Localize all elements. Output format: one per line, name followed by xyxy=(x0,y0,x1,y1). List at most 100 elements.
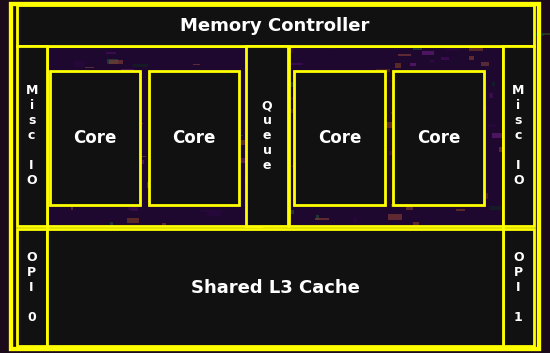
Bar xyxy=(504,22,515,23)
Bar xyxy=(57,261,69,262)
Bar xyxy=(170,26,178,29)
Bar xyxy=(46,161,49,165)
Bar xyxy=(452,173,453,179)
Bar xyxy=(492,132,503,138)
Bar xyxy=(69,338,88,341)
Bar xyxy=(180,261,201,265)
Bar xyxy=(311,277,327,281)
Bar xyxy=(329,263,344,264)
Bar xyxy=(503,46,534,226)
Bar xyxy=(226,176,234,177)
Bar xyxy=(63,175,75,180)
Bar xyxy=(85,66,94,68)
Bar xyxy=(486,270,505,272)
Bar xyxy=(466,292,470,297)
Bar xyxy=(128,262,144,265)
Bar xyxy=(365,151,377,157)
Bar xyxy=(151,304,162,306)
Bar xyxy=(37,132,40,134)
Bar xyxy=(20,89,23,93)
Text: O
P
I
 
1: O P I 1 xyxy=(513,251,524,324)
Bar xyxy=(133,64,148,67)
Bar xyxy=(376,92,387,96)
Bar xyxy=(76,288,80,289)
Bar xyxy=(183,276,201,280)
Bar xyxy=(503,46,534,226)
Bar xyxy=(161,132,166,138)
Bar xyxy=(488,124,496,127)
Bar xyxy=(86,187,88,189)
Bar xyxy=(336,300,350,303)
Bar xyxy=(186,335,197,336)
Bar xyxy=(218,281,230,282)
Bar xyxy=(503,229,534,346)
Bar xyxy=(97,150,100,155)
Bar xyxy=(90,270,103,273)
Bar xyxy=(370,139,373,140)
Bar xyxy=(292,165,305,167)
Bar xyxy=(266,292,290,295)
Bar xyxy=(444,46,460,51)
Bar xyxy=(272,24,284,25)
Bar xyxy=(430,85,435,87)
Bar xyxy=(96,327,111,329)
Bar xyxy=(287,329,290,333)
Bar xyxy=(488,93,493,98)
Bar xyxy=(75,7,97,8)
Bar xyxy=(93,287,101,289)
Bar xyxy=(313,148,321,154)
Bar xyxy=(65,97,79,99)
Bar xyxy=(347,306,366,310)
Bar xyxy=(153,116,167,121)
Bar xyxy=(195,300,206,303)
Bar xyxy=(119,43,140,46)
Bar xyxy=(80,324,95,326)
Bar xyxy=(412,322,419,323)
Bar xyxy=(50,338,58,339)
Bar xyxy=(271,174,279,179)
Bar xyxy=(284,82,293,87)
Bar xyxy=(168,339,172,343)
Bar xyxy=(63,17,74,21)
Bar xyxy=(193,64,200,65)
Bar xyxy=(263,165,266,169)
Bar xyxy=(59,117,74,120)
Bar xyxy=(476,311,488,316)
Bar xyxy=(324,253,345,257)
Bar xyxy=(389,80,403,82)
Bar xyxy=(101,200,112,205)
Bar xyxy=(82,225,97,226)
Bar xyxy=(394,272,400,273)
Bar xyxy=(220,7,236,10)
Bar xyxy=(199,31,205,34)
Bar xyxy=(16,46,47,226)
Bar xyxy=(421,107,426,109)
Bar xyxy=(370,26,376,28)
Bar xyxy=(106,172,107,175)
Bar xyxy=(283,335,294,336)
Bar xyxy=(393,71,484,205)
Bar xyxy=(244,313,260,317)
Bar xyxy=(163,311,168,316)
Bar xyxy=(402,120,409,125)
Bar xyxy=(320,298,328,300)
Bar xyxy=(289,210,294,214)
Bar xyxy=(348,277,364,282)
Bar xyxy=(503,229,534,346)
Bar xyxy=(443,120,448,125)
Bar xyxy=(351,248,371,252)
Bar xyxy=(526,33,543,36)
Bar xyxy=(255,114,264,117)
Bar xyxy=(500,263,509,268)
Bar xyxy=(293,144,303,147)
Bar xyxy=(128,341,135,342)
Bar xyxy=(388,214,402,220)
Bar xyxy=(126,85,141,87)
Bar xyxy=(310,112,317,117)
Bar xyxy=(499,254,518,259)
Bar xyxy=(452,121,464,126)
Bar xyxy=(322,183,334,186)
Bar xyxy=(398,54,411,56)
Bar xyxy=(86,125,96,129)
Bar xyxy=(378,248,386,251)
